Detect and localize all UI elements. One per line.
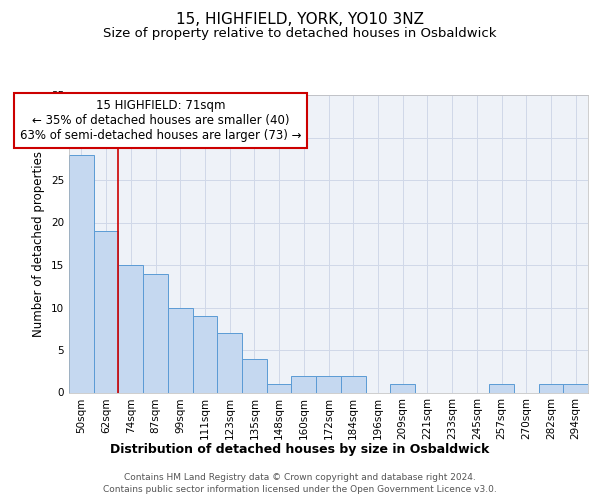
Bar [118, 265, 143, 392]
Bar [94, 231, 118, 392]
Bar [390, 384, 415, 392]
Text: Contains HM Land Registry data © Crown copyright and database right 2024.: Contains HM Land Registry data © Crown c… [124, 472, 476, 482]
Text: Contains public sector information licensed under the Open Government Licence v3: Contains public sector information licen… [103, 485, 497, 494]
Bar [143, 274, 168, 392]
Bar [539, 384, 563, 392]
Bar [341, 376, 365, 392]
Text: Size of property relative to detached houses in Osbaldwick: Size of property relative to detached ho… [103, 28, 497, 40]
Bar [242, 358, 267, 392]
Bar [69, 154, 94, 392]
Bar [316, 376, 341, 392]
Bar [563, 384, 588, 392]
Text: Distribution of detached houses by size in Osbaldwick: Distribution of detached houses by size … [110, 442, 490, 456]
Bar [217, 333, 242, 392]
Bar [168, 308, 193, 392]
Bar [489, 384, 514, 392]
Text: 15 HIGHFIELD: 71sqm
← 35% of detached houses are smaller (40)
63% of semi-detach: 15 HIGHFIELD: 71sqm ← 35% of detached ho… [20, 100, 301, 142]
Text: 15, HIGHFIELD, YORK, YO10 3NZ: 15, HIGHFIELD, YORK, YO10 3NZ [176, 12, 424, 28]
Bar [292, 376, 316, 392]
Y-axis label: Number of detached properties: Number of detached properties [32, 151, 46, 337]
Bar [267, 384, 292, 392]
Bar [193, 316, 217, 392]
